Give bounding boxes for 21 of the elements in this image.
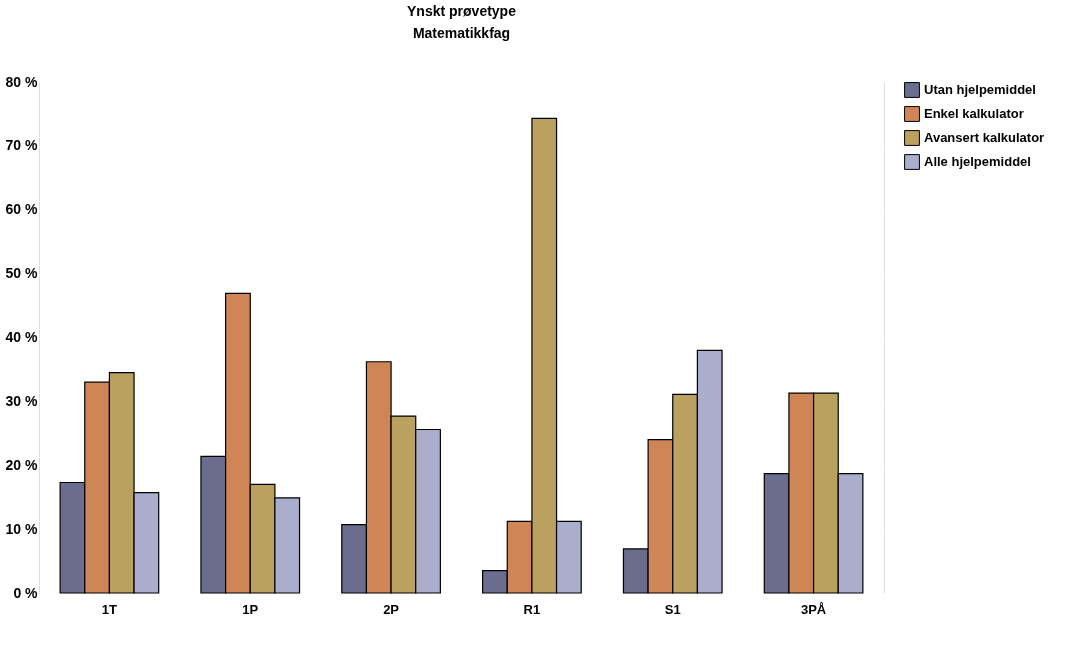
y-tick-label: 70 % (5, 137, 39, 154)
x-tick-label: 3PÅ (800, 601, 827, 617)
y-tick-label: 10 % (5, 520, 39, 537)
legend-label: Utan hjelpemiddel (924, 82, 1036, 97)
x-tick-label: 1P (242, 601, 259, 617)
legend-label: Avansert kalkulator (924, 130, 1045, 145)
y-tick-label: 0 % (13, 584, 39, 601)
y-tick-label: 60 % (5, 201, 39, 218)
y-tick-label: 80 % (5, 73, 39, 90)
x-tick-label: S1 (664, 601, 681, 617)
y-tick-label: 40 % (5, 329, 39, 345)
legend-label: Enkel kalkulator (924, 106, 1024, 121)
x-tick-label: 1T (101, 601, 118, 617)
x-tick-label: 2P (383, 601, 400, 617)
x-tick-label: R1 (523, 601, 541, 617)
chart-subtitle: Matematikkfag (412, 25, 511, 41)
y-tick-label: 50 % (5, 265, 39, 282)
legend-label: Alle hjelpemiddel (924, 154, 1031, 169)
y-tick-label: 20 % (5, 456, 39, 473)
y-tick-label: 30 % (5, 392, 39, 409)
chart-title: Ynskt prøvetype (407, 3, 517, 19)
